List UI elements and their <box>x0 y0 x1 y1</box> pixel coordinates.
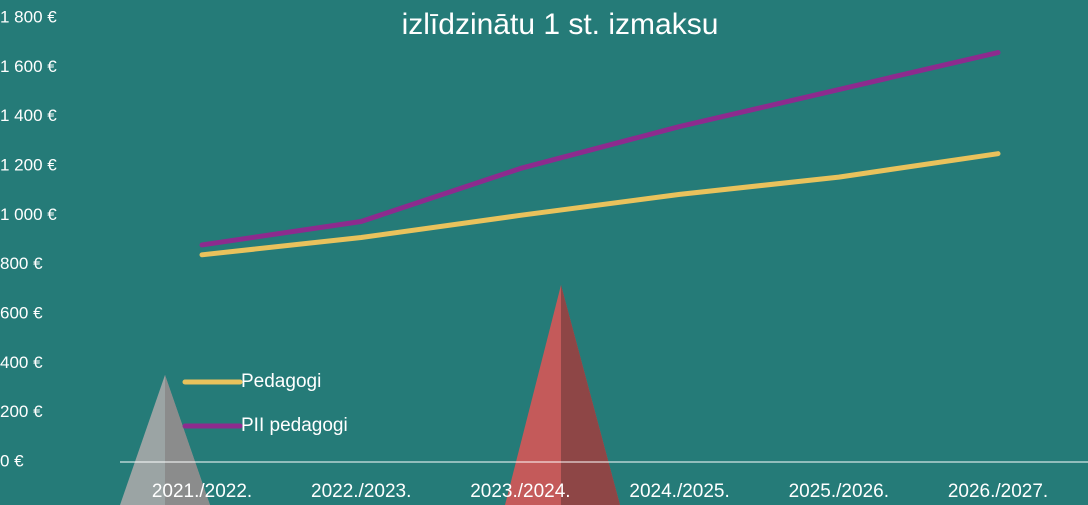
y-tick-label: 1 000 € <box>0 205 57 224</box>
x-tick-label: 2021./2022. <box>152 481 252 502</box>
series-line <box>199 151 1001 258</box>
y-tick-label: 800 € <box>0 254 43 273</box>
x-tick-label: 2026./2027. <box>948 481 1048 502</box>
x-tick-label: 2024./2025. <box>629 481 729 502</box>
legend-label: Pedagogi <box>241 371 321 392</box>
y-tick-label: 1 400 € <box>0 106 57 125</box>
x-tick-label: 2022./2023. <box>311 481 411 502</box>
y-tick-label: 400 € <box>0 353 43 372</box>
x-tick-label: 2023./2024. <box>470 481 570 502</box>
chart-title: izlīdzinātu 1 st. izmaksu <box>402 8 719 41</box>
decor-triangle-shade <box>561 285 620 505</box>
y-tick-label: 1 600 € <box>0 57 57 76</box>
y-tick-label: 1 200 € <box>0 155 57 174</box>
y-tick-label: 200 € <box>0 402 43 421</box>
legend-label: PII pedagogi <box>241 415 348 436</box>
y-tick-label: 600 € <box>0 303 43 322</box>
y-tick-label: 0 € <box>0 451 24 470</box>
series-line <box>199 50 1001 248</box>
decor-triangle-shade <box>165 375 210 505</box>
x-tick-label: 2025./2026. <box>789 481 889 502</box>
y-tick-label: 1 800 € <box>0 7 57 26</box>
